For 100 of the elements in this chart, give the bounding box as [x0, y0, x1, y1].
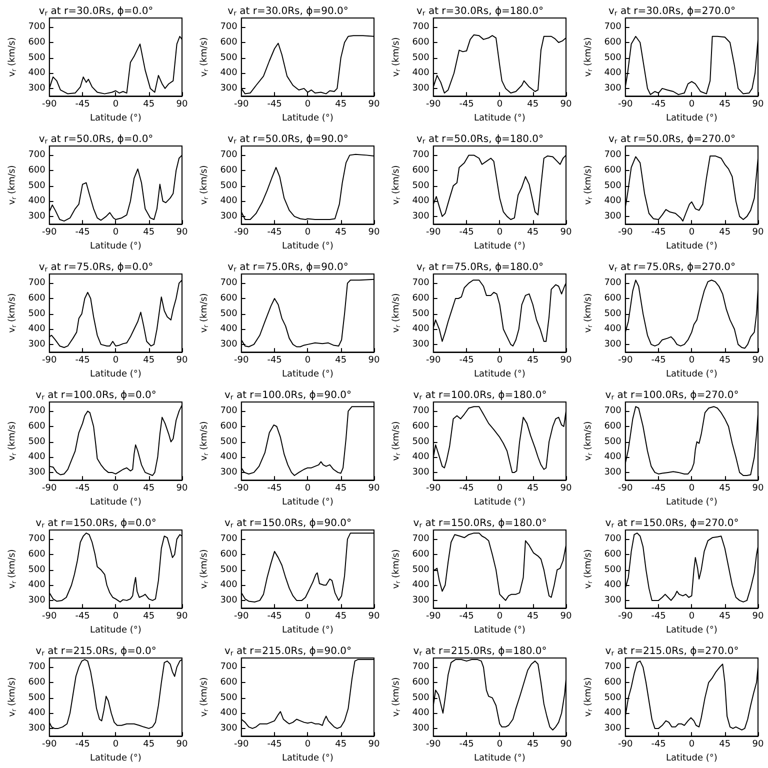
y-tick-label: 300 — [604, 339, 622, 350]
y-tick-label: 600 — [28, 38, 46, 48]
x-axis-title: Latitude (°) — [90, 498, 142, 508]
y-tick-label: 400 — [412, 196, 430, 206]
x-tick-label: 0 — [304, 740, 311, 750]
x-tick-label: -90 — [618, 356, 633, 366]
y-tick-label: 700 — [28, 662, 46, 672]
y-tick-label: 700 — [220, 406, 238, 416]
y-tick-label: 400 — [412, 452, 430, 462]
x-axis-title: Latitude (°) — [666, 114, 718, 124]
y-tick-label: 600 — [220, 38, 238, 48]
y-tick-label: 300 — [220, 339, 238, 350]
y-tick-label: 700 — [412, 662, 430, 672]
y-tick-label: 400 — [220, 580, 238, 590]
x-tick-label: 90 — [368, 740, 380, 750]
x-axis-title: Latitude (°) — [474, 754, 526, 764]
y-tick-label: 700 — [28, 278, 46, 288]
y-tick-label: 500 — [412, 308, 430, 319]
y-tick-label: 500 — [412, 436, 430, 447]
x-axis-title: Latitude (°) — [282, 754, 334, 764]
x-tick-label: 45 — [335, 356, 347, 366]
y-tick-label: 600 — [604, 550, 622, 560]
y-tick-label: 700 — [220, 278, 238, 288]
x-tick-label: -90 — [234, 612, 249, 622]
y-tick-label: 600 — [28, 550, 46, 560]
y-tick-label: 300 — [28, 83, 46, 94]
x-tick-label: 45 — [335, 612, 347, 622]
y-tick-label: 500 — [412, 180, 430, 191]
y-tick-label: 600 — [220, 550, 238, 560]
x-tick-label: 90 — [752, 484, 764, 494]
x-tick-label: -45 — [75, 740, 90, 750]
x-tick-label: -90 — [618, 484, 633, 494]
x-tick-label: 45 — [335, 740, 347, 750]
x-tick-label: 45 — [335, 484, 347, 494]
x-tick-label: 90 — [176, 100, 188, 110]
y-tick-label: 500 — [28, 308, 46, 319]
y-tick-label: 600 — [220, 166, 238, 176]
y-tick-label: 700 — [28, 150, 46, 160]
x-axis-title: Latitude (°) — [474, 626, 526, 636]
y-tick-label: 500 — [28, 52, 46, 63]
y-tick-label: 300 — [412, 339, 430, 350]
x-tick-label: 90 — [368, 100, 380, 110]
x-tick-label: 45 — [335, 100, 347, 110]
x-tick-label: -45 — [651, 484, 666, 494]
x-tick-label: 0 — [112, 356, 119, 366]
x-axis-title: Latitude (°) — [90, 242, 142, 252]
x-tick-label: -90 — [234, 228, 249, 238]
y-tick-label: 500 — [412, 692, 430, 703]
x-tick-label: 90 — [176, 228, 188, 238]
x-tick-label: -45 — [75, 100, 90, 110]
x-tick-label: -90 — [234, 100, 249, 110]
x-axis-title: Latitude (°) — [474, 114, 526, 124]
y-tick-label: 400 — [412, 708, 430, 718]
y-tick-label: 600 — [412, 294, 430, 304]
x-tick-label: 45 — [719, 356, 731, 366]
x-tick-label: 45 — [143, 612, 155, 622]
y-tick-label: 300 — [412, 595, 430, 606]
x-tick-label: -45 — [459, 740, 474, 750]
x-tick-label: -90 — [42, 740, 57, 750]
x-axis-title: Latitude (°) — [474, 370, 526, 380]
y-tick-label: 300 — [604, 723, 622, 734]
y-tick-label: 300 — [604, 467, 622, 478]
x-tick-label: -90 — [42, 612, 57, 622]
y-tick-label: 700 — [220, 22, 238, 32]
y-tick-label: 300 — [220, 595, 238, 606]
y-tick-label: 400 — [412, 68, 430, 78]
y-tick-label: 700 — [604, 22, 622, 32]
x-tick-label: 90 — [368, 228, 380, 238]
x-tick-label: 90 — [560, 228, 572, 238]
y-tick-label: 700 — [604, 534, 622, 544]
x-axis-title: Latitude (°) — [666, 370, 718, 380]
x-tick-label: 90 — [176, 356, 188, 366]
y-tick-label: 600 — [28, 678, 46, 688]
x-tick-label: -45 — [75, 484, 90, 494]
x-tick-label: 0 — [496, 484, 503, 494]
x-tick-label: 90 — [560, 356, 572, 366]
y-tick-label: 600 — [604, 166, 622, 176]
x-tick-label: -90 — [618, 100, 633, 110]
x-tick-label: -45 — [651, 228, 666, 238]
y-tick-label: 400 — [412, 324, 430, 334]
x-axis-title: Latitude (°) — [282, 626, 334, 636]
x-tick-label: 45 — [143, 356, 155, 366]
y-tick-label: 300 — [412, 83, 430, 94]
y-tick-label: 600 — [412, 678, 430, 688]
x-tick-label: 90 — [752, 228, 764, 238]
x-tick-label: 45 — [527, 228, 539, 238]
y-tick-label: 300 — [28, 595, 46, 606]
y-tick-label: 400 — [220, 196, 238, 206]
y-tick-label: 700 — [220, 534, 238, 544]
x-tick-label: -90 — [618, 228, 633, 238]
y-tick-label: 500 — [604, 692, 622, 703]
y-tick-label: 600 — [220, 422, 238, 432]
y-tick-label: 500 — [604, 564, 622, 575]
x-tick-label: 90 — [368, 612, 380, 622]
y-tick-label: 300 — [604, 211, 622, 222]
y-tick-label: 500 — [28, 692, 46, 703]
x-tick-label: 90 — [752, 612, 764, 622]
x-tick-label: -45 — [651, 356, 666, 366]
y-tick-label: 700 — [604, 662, 622, 672]
x-axis-title: Latitude (°) — [90, 370, 142, 380]
